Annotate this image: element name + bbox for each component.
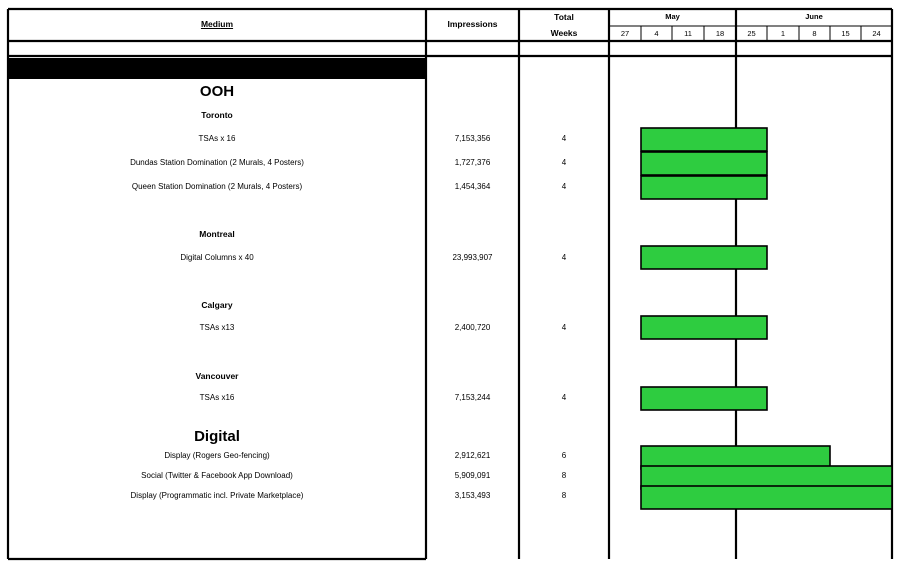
week-label: 4 — [654, 29, 659, 38]
section-title-digital: Digital — [194, 428, 240, 445]
flight-bar — [640, 175, 768, 200]
week-label: 15 — [841, 29, 850, 38]
city-toronto: Toronto — [201, 110, 233, 120]
row-medium: Digital Columns x 40 — [180, 253, 254, 262]
row-medium: TSAs x 16 — [198, 134, 236, 143]
header-impressions: Impressions — [447, 19, 498, 29]
row-impressions: 1,454,364 — [454, 182, 491, 191]
row-weeks: 4 — [561, 393, 567, 402]
row-impressions: 7,153,356 — [454, 134, 491, 143]
flight-bar — [640, 245, 768, 270]
week-label: 1 — [780, 29, 786, 38]
row-impressions: 5,909,091 — [454, 471, 491, 480]
month-may: May — [665, 12, 680, 21]
row-weeks: 4 — [561, 323, 567, 332]
city-vancouver: Vancouver — [195, 371, 239, 381]
week-label: 27 — [620, 29, 630, 38]
row-impressions: 1,727,376 — [454, 158, 491, 167]
black-band — [8, 58, 426, 79]
week-label: 18 — [715, 29, 725, 38]
row-impressions: 7,153,244 — [454, 393, 491, 402]
week-label: 24 — [872, 29, 881, 38]
week-label: 11 — [684, 29, 692, 38]
section-title-ooh: OOH — [199, 83, 235, 100]
row-weeks: 8 — [561, 471, 567, 480]
flight-bar — [640, 151, 768, 176]
row-weeks: 4 — [561, 134, 567, 143]
row-impressions: 2,912,621 — [454, 451, 491, 460]
row-medium: Dundas Station Domination (2 Murals, 4 P… — [130, 158, 304, 167]
header-total-line1: Total — [554, 12, 574, 22]
row-medium: TSAs x13 — [199, 323, 235, 332]
row-medium: Display (Programmatic incl. Private Mark… — [130, 491, 304, 500]
row-weeks: 8 — [561, 491, 567, 500]
row-medium: Social (Twitter & Facebook App Download) — [141, 471, 293, 480]
city-montreal: Montreal — [199, 229, 235, 239]
row-medium: TSAs x16 — [199, 393, 235, 402]
month-june: June — [805, 12, 823, 21]
week-label: 8 — [812, 29, 817, 38]
header-total-line2: Weeks — [550, 28, 578, 38]
flight-bar — [640, 386, 768, 411]
flight-bar — [640, 315, 768, 340]
week-label: 25 — [747, 29, 756, 38]
row-weeks: 4 — [561, 253, 567, 262]
header-medium: Medium — [200, 19, 234, 29]
row-medium: Queen Station Domination (2 Murals, 4 Po… — [131, 182, 303, 191]
row-impressions: 2,400,720 — [454, 323, 491, 332]
city-calgary: Calgary — [201, 300, 233, 310]
row-weeks: 6 — [561, 451, 567, 460]
row-impressions: 3,153,493 — [454, 491, 491, 500]
row-weeks: 4 — [561, 182, 567, 191]
row-weeks: 4 — [561, 158, 567, 167]
row-impressions: 23,993,907 — [452, 253, 493, 262]
flight-bar — [640, 127, 768, 152]
row-medium: Display (Rogers Geo-fencing) — [164, 451, 270, 460]
flight-bar — [640, 485, 893, 510]
